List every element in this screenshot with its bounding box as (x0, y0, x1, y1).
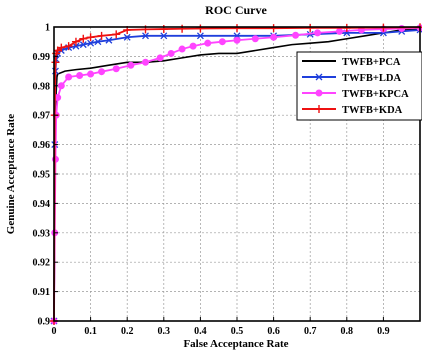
data-point (306, 23, 315, 32)
data-point (72, 42, 80, 50)
x-tick-label: 0.7 (304, 326, 317, 337)
data-point (292, 31, 300, 39)
data-point (112, 30, 121, 39)
y-tick-label: 0.96 (33, 140, 51, 151)
data-point (105, 36, 113, 44)
data-point (71, 37, 80, 46)
data-point (86, 33, 95, 42)
legend-entry: TWFB+PCA (302, 57, 401, 68)
legend-entry: TWFB+KPCA (302, 89, 409, 100)
x-tick-label: 0.4 (194, 326, 207, 337)
chart-title: ROC Curve (205, 3, 267, 17)
x-tick-label: 0.8 (341, 326, 354, 337)
data-point (178, 24, 187, 33)
data-point (196, 32, 204, 40)
series-line (53, 27, 421, 322)
data-point (315, 89, 323, 97)
y-tick-label: 0.98 (33, 81, 51, 92)
x-tick-label: 0.9 (377, 326, 390, 337)
data-point (335, 27, 343, 35)
data-point (76, 72, 84, 80)
x-tick-label: 0.2 (121, 326, 134, 337)
data-point (79, 34, 88, 43)
y-tick-label: 0.99 (33, 52, 51, 63)
data-point (112, 65, 120, 73)
y-tick-label: 0.9 (38, 317, 51, 328)
data-point (314, 29, 322, 37)
y-tick-label: 0.97 (33, 111, 51, 122)
data-point (127, 61, 135, 69)
y-tick-label: 0.95 (33, 170, 51, 181)
y-axis-ticks: 0.9 0.91 0.92 0.93 0.94 0.95 0.96 0.97 0.98 0.99 1 (33, 23, 58, 328)
legend-entry: TWFB+LDA (302, 73, 401, 84)
data-point (123, 33, 131, 41)
y-tick-label: 0.91 (33, 287, 51, 298)
data-point (142, 58, 149, 66)
data-point (233, 36, 241, 44)
data-point (57, 43, 66, 52)
x-tick-label: 0.6 (267, 326, 280, 337)
y-tick-label: 1 (45, 23, 50, 34)
data-point (178, 45, 186, 53)
legend-label: TWFB+KDA (342, 105, 403, 116)
legend-label: TWFB+LDA (342, 73, 401, 84)
data-point (189, 42, 197, 50)
y-tick-label: 0.92 (33, 258, 51, 269)
x-axis-label: False Acceptance Rate (183, 338, 288, 350)
y-tick-label: 0.94 (33, 199, 51, 210)
data-point (51, 58, 60, 67)
data-point (97, 31, 106, 40)
x-tick-label: 0.5 (231, 326, 244, 337)
data-point (64, 42, 73, 51)
legend-label: TWFB+PCA (342, 57, 401, 68)
data-point (160, 32, 168, 40)
data-point (233, 24, 241, 33)
x-tick-label: 0 (52, 326, 57, 337)
data-point (94, 38, 102, 46)
data-point (98, 68, 106, 76)
data-point (269, 24, 278, 33)
data-point (79, 41, 87, 49)
data-point (167, 49, 175, 57)
data-point (251, 35, 259, 43)
data-point (218, 38, 226, 46)
data-point (342, 23, 351, 32)
y-axis-label: Genuine Acceptance Rate (5, 114, 17, 234)
data-point (156, 54, 164, 62)
data-point (315, 73, 323, 81)
legend: TWFB+PCA TWFB+LDA TWFB+KPCA TWFB+KDA (296, 51, 422, 121)
data-point (142, 32, 149, 40)
data-point (315, 105, 323, 113)
series-twfb-pca (53, 27, 421, 322)
x-tick-label: 0.1 (84, 326, 97, 337)
data-point (65, 73, 73, 81)
data-point (204, 39, 212, 47)
data-point (87, 70, 95, 78)
data-point (270, 33, 278, 41)
data-point (57, 82, 65, 90)
data-point (87, 39, 95, 47)
x-tick-label: 0.3 (158, 326, 171, 337)
y-tick-label: 0.93 (33, 228, 51, 239)
data-point (196, 24, 205, 33)
legend-entry: TWFB+KDA (302, 105, 403, 116)
x-axis-ticks: 0 0.1 0.2 0.3 0.4 0.5 0.6 0.7 0.8 0.9 (52, 317, 390, 337)
legend-label: TWFB+KPCA (342, 89, 409, 100)
